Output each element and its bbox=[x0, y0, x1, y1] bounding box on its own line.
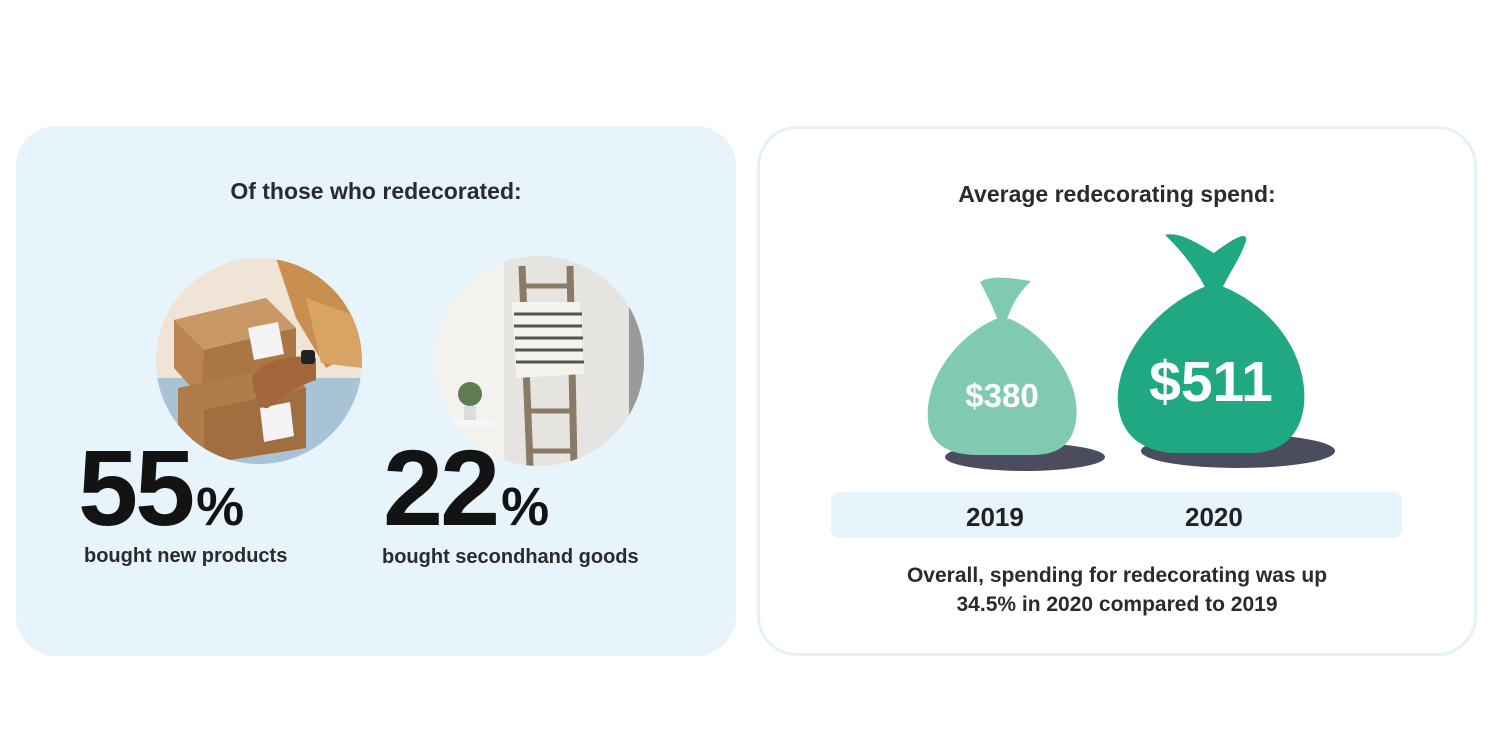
percent-sign: % bbox=[196, 477, 245, 537]
money-bags-illustration: $380 $511 bbox=[927, 234, 1335, 471]
stat-secondhand-label: bought secondhand goods bbox=[382, 546, 639, 568]
money-bag-2019-icon bbox=[927, 277, 1077, 455]
summary-line-1: Overall, spending for redecorating was u… bbox=[906, 564, 1328, 587]
year-2020-label: 2020 bbox=[1185, 502, 1243, 532]
panel-title: Of those who redecorated: bbox=[230, 178, 522, 204]
summary-line-2: 34.5% in 2020 compared to 2019 bbox=[956, 593, 1278, 616]
year-strip bbox=[831, 492, 1402, 538]
year-2019-label: 2019 bbox=[966, 502, 1024, 532]
stat-secondhand-value: 22% bbox=[383, 427, 550, 548]
package-boxes-photo bbox=[156, 258, 362, 464]
spend-summary: Overall, spending for redecorating was u… bbox=[760, 561, 1474, 619]
stat-new-products-label: bought new products bbox=[84, 545, 288, 567]
spend-panel: Average redecorating spend: $380 $511 20… bbox=[757, 126, 1477, 656]
percent-sign: % bbox=[501, 477, 550, 537]
money-bag-2020-icon bbox=[1117, 234, 1305, 453]
panel-title: Average redecorating spend: bbox=[958, 181, 1276, 207]
bag-2019-amount: $380 bbox=[965, 377, 1038, 414]
redecorated-panel: Of those who redecorated: bbox=[16, 126, 736, 656]
stat-new-products-value: 55% bbox=[78, 427, 245, 548]
bag-2020-amount: $511 bbox=[1149, 350, 1273, 414]
